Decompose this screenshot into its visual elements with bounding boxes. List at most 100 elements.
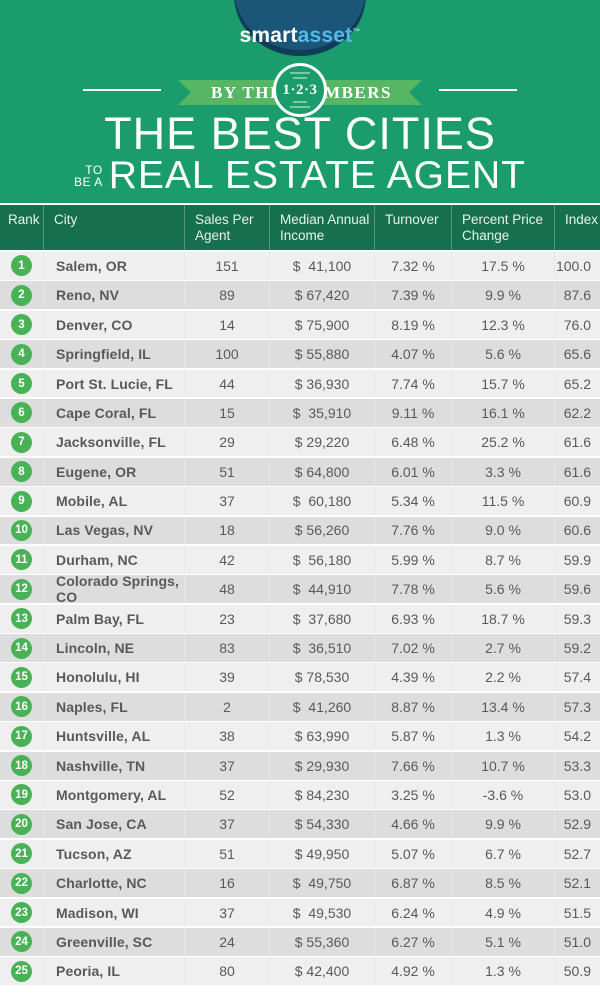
rank-badge: 23 bbox=[11, 902, 32, 924]
cell-sales-per-agent: 15 bbox=[184, 398, 269, 427]
cell-rank: 22 bbox=[0, 869, 43, 897]
cell-percent-price-change: 5.6 % bbox=[451, 340, 554, 369]
rank-badge: 8 bbox=[11, 461, 32, 483]
cell-median-annual-income: $ 75,900 bbox=[269, 310, 374, 339]
cell-percent-price-change: 10.7 % bbox=[451, 751, 554, 780]
table-row: 24 Greenville, SC 24 $ 55,360 6.27 % 5.1 % 51.… bbox=[0, 927, 600, 956]
cell-median-annual-income: $ 56,260 bbox=[269, 516, 374, 545]
cell-percent-price-change: 16.1 % bbox=[451, 398, 554, 427]
rank-badge: 6 bbox=[11, 402, 32, 424]
left-rule-line bbox=[83, 89, 161, 91]
table-row: 1 Salem, OR 151 $ 41,100 7.32 % 17.5 % 100.0 bbox=[0, 252, 600, 280]
cell-rank: 3 bbox=[0, 311, 43, 339]
cell-median-annual-income: $ 29,930 bbox=[269, 751, 374, 780]
cell-percent-price-change: 8.5 % bbox=[451, 869, 554, 898]
cell-percent-price-change: 25.2 % bbox=[451, 428, 554, 457]
cell-city: Jacksonville, FL bbox=[43, 428, 184, 457]
cell-turnover: 7.66 % bbox=[374, 751, 451, 780]
cell-median-annual-income: $ 44,910 bbox=[269, 575, 374, 604]
cell-turnover: 6.01 % bbox=[374, 457, 451, 486]
cell-sales-per-agent: 2 bbox=[184, 692, 269, 721]
cell-rank: 25 bbox=[0, 957, 43, 985]
column-header-percent-price-change: Percent Price Change bbox=[451, 205, 554, 250]
cell-sales-per-agent: 83 bbox=[184, 634, 269, 662]
cell-turnover: 6.24 % bbox=[374, 898, 451, 927]
cell-turnover: 8.19 % bbox=[374, 310, 451, 339]
cell-sales-per-agent: 151 bbox=[184, 252, 269, 280]
cell-sales-per-agent: 48 bbox=[184, 575, 269, 604]
cell-median-annual-income: $ 41,260 bbox=[269, 692, 374, 721]
cell-rank: 24 bbox=[0, 928, 43, 956]
cell-rank: 9 bbox=[0, 487, 43, 515]
cell-index: 53.3 bbox=[554, 751, 600, 780]
cell-median-annual-income: $ 60,180 bbox=[269, 487, 374, 516]
cell-index: 53.0 bbox=[554, 781, 600, 809]
cell-percent-price-change: 5.6 % bbox=[451, 575, 554, 604]
table-row: 2 Reno, NV 89 $ 67,420 7.39 % 9.9 % 87.6 bbox=[0, 281, 600, 310]
table-row: 16 Naples, FL 2 $ 41,260 8.87 % 13.4 % 57.3 bbox=[0, 692, 600, 721]
cell-percent-price-change: 1.3 % bbox=[451, 722, 554, 751]
cell-turnover: 7.76 % bbox=[374, 516, 451, 545]
cell-turnover: 7.02 % bbox=[374, 634, 451, 662]
cell-percent-price-change: 9.9 % bbox=[451, 810, 554, 839]
cell-city: Charlotte, NC bbox=[43, 869, 184, 898]
rank-badge: 19 bbox=[11, 784, 32, 806]
table-row: 13 Palm Bay, FL 23 $ 37,680 6.93 % 18.7 % 59.3 bbox=[0, 604, 600, 633]
cell-median-annual-income: $ 54,330 bbox=[269, 810, 374, 839]
cell-rank: 8 bbox=[0, 458, 43, 486]
logo-text-smart: smart bbox=[239, 24, 298, 47]
cell-turnover: 6.93 % bbox=[374, 604, 451, 633]
cell-city: Denver, CO bbox=[43, 310, 184, 339]
cell-rank: 17 bbox=[0, 722, 43, 750]
cell-city: Durham, NC bbox=[43, 545, 184, 574]
cell-rank: 4 bbox=[0, 340, 43, 368]
column-header-median-annual-income: Median Annual Income bbox=[269, 205, 374, 250]
rank-badge: 20 bbox=[11, 813, 32, 835]
cell-median-annual-income: $ 78,530 bbox=[269, 663, 374, 692]
cell-turnover: 5.99 % bbox=[374, 545, 451, 574]
cell-rank: 21 bbox=[0, 840, 43, 868]
cell-sales-per-agent: 16 bbox=[184, 869, 269, 898]
cell-city: Springfield, IL bbox=[43, 340, 184, 369]
cell-index: 59.6 bbox=[554, 575, 600, 604]
cell-percent-price-change: 18.7 % bbox=[451, 604, 554, 633]
cell-percent-price-change: 12.3 % bbox=[451, 310, 554, 339]
cell-turnover: 5.07 % bbox=[374, 839, 451, 868]
cell-median-annual-income: $ 37,680 bbox=[269, 604, 374, 633]
cell-turnover: 5.34 % bbox=[374, 487, 451, 516]
table-row: 11 Durham, NC 42 $ 56,180 5.99 % 8.7 % 59.9 bbox=[0, 545, 600, 574]
cell-percent-price-change: 4.9 % bbox=[451, 898, 554, 927]
cell-turnover: 5.87 % bbox=[374, 722, 451, 751]
cell-rank: 1 bbox=[0, 252, 43, 280]
cell-sales-per-agent: 44 bbox=[184, 369, 269, 398]
cell-sales-per-agent: 89 bbox=[184, 281, 269, 310]
rank-badge: 7 bbox=[11, 431, 32, 453]
cell-turnover: 4.39 % bbox=[374, 663, 451, 692]
cell-city: Palm Bay, FL bbox=[43, 604, 184, 633]
table-row: 22 Charlotte, NC 16 $ 49,750 6.87 % 8.5 % 52.1 bbox=[0, 869, 600, 898]
cell-sales-per-agent: 38 bbox=[184, 722, 269, 751]
cell-city: San Jose, CA bbox=[43, 810, 184, 839]
title-small-be-a: BE A bbox=[74, 175, 103, 189]
cell-index: 59.9 bbox=[554, 545, 600, 574]
cell-percent-price-change: 9.9 % bbox=[451, 281, 554, 310]
rank-badge: 5 bbox=[11, 373, 32, 394]
cell-sales-per-agent: 24 bbox=[184, 927, 269, 956]
column-header-city: City bbox=[43, 205, 184, 250]
cell-median-annual-income: $ 55,880 bbox=[269, 340, 374, 369]
hero-header: smartasset™ BY THE NUMBERS 1·2·3 THE BES… bbox=[0, 0, 600, 203]
cell-turnover: 4.92 % bbox=[374, 957, 451, 986]
table-row: 14 Lincoln, NE 83 $ 36,510 7.02 % 2.7 % 59.2 bbox=[0, 634, 600, 662]
badge-tick-line bbox=[290, 72, 310, 74]
page-title-line2: TO BE A REAL ESTATE AGENT bbox=[0, 156, 600, 196]
table-row: 5 Port St. Lucie, FL 44 $ 36,930 7.74 % 15.7 … bbox=[0, 369, 600, 398]
cell-percent-price-change: 8.7 % bbox=[451, 545, 554, 574]
cell-index: 61.6 bbox=[554, 428, 600, 457]
cell-median-annual-income: $ 42,400 bbox=[269, 957, 374, 986]
cell-sales-per-agent: 37 bbox=[184, 810, 269, 839]
cell-turnover: 6.87 % bbox=[374, 869, 451, 898]
cell-rank: 20 bbox=[0, 810, 43, 838]
cell-index: 51.5 bbox=[554, 898, 600, 927]
cell-city: Cape Coral, FL bbox=[43, 398, 184, 427]
